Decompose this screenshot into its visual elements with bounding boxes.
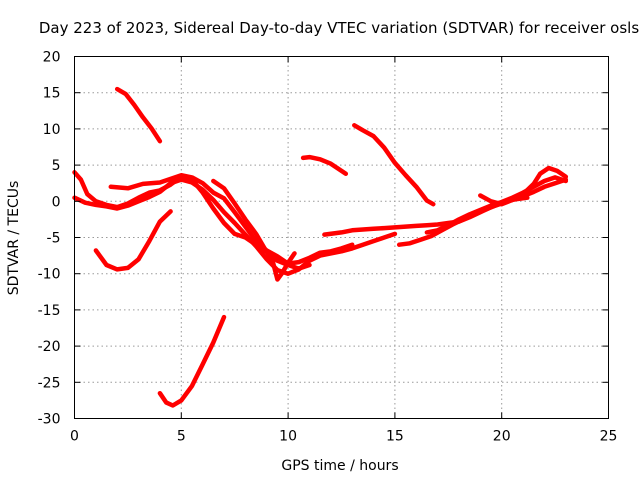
x-tick-label: 0 [70,429,79,445]
y-tick-label: 5 [52,158,61,174]
series-line-arc-3 [352,123,436,207]
series-line-arc-8 [108,172,355,266]
x-tick-label: 5 [177,429,186,445]
x-tick-label: 25 [600,429,618,445]
y-tick-label: -25 [38,375,61,391]
x-tick-label: 10 [279,429,297,445]
y-tick-label: 15 [43,86,61,102]
series-line-arc-2 [300,154,349,177]
x-tick-label: 15 [386,429,404,445]
series-line-arc-1 [114,86,163,144]
x-tick-label: 20 [493,429,511,445]
y-tick-label: -30 [38,412,61,428]
y-tick-label: -15 [38,303,61,319]
series-line-arc-5 [93,209,173,272]
series-line-arc-9 [211,178,297,282]
chart-title: Day 223 of 2023, Sidereal Day-to-day VTE… [39,19,639,37]
data-series [72,86,569,408]
y-tick-label: -5 [47,231,61,247]
y-tick-label: 10 [43,122,61,138]
grid-lines [74,56,609,419]
y-tick-label: -10 [38,267,61,283]
x-axis-label: GPS time / hours [281,458,398,474]
axis-ticks: 0 5 10 15 20 25 -30 -25 -20 -15 -10 -5 0 5 10 15 20 [38,50,618,445]
series-line-arc-13 [478,165,569,207]
y-tick-label: -20 [38,339,61,355]
y-axis-label: SDTVAR / TECUs [6,181,22,296]
y-tick-label: 20 [43,50,61,66]
series-line-arc-4 [157,314,227,408]
y-tick-label: 0 [52,194,61,210]
series-line-arc-7 [72,177,398,276]
